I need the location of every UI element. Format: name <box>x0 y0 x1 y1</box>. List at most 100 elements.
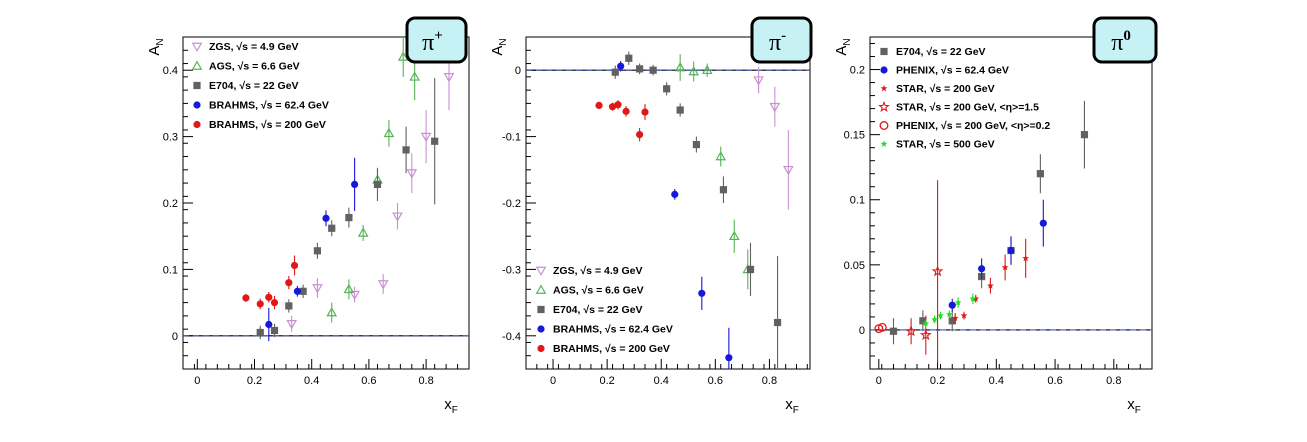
legend-label: STAR, √s = 200 GeV, <η>=1.5 <box>896 102 1039 114</box>
data-point <box>270 299 279 307</box>
legend-label: STAR, √s = 500 GeV <box>896 139 995 151</box>
legend-marker <box>537 344 545 353</box>
data-point <box>1039 219 1047 227</box>
data-point <box>286 320 298 330</box>
data-point <box>649 66 657 74</box>
data-point <box>688 66 700 76</box>
series-2 <box>326 37 420 323</box>
x-axis-title: xF <box>1127 396 1141 416</box>
x-tick-label: 0.4 <box>989 375 1004 387</box>
data-point <box>313 247 322 255</box>
x-tick-label: 0.6 <box>1047 375 1062 387</box>
series-4 <box>265 157 359 342</box>
data-point <box>409 71 420 81</box>
y-tick-label: 0.2 <box>850 65 865 77</box>
data-point <box>905 325 918 337</box>
particle-badge <box>1092 16 1158 64</box>
legend-marker <box>880 140 888 147</box>
particle-badge <box>405 16 468 64</box>
data-point <box>636 65 644 73</box>
data-point <box>698 289 706 297</box>
data-point <box>242 294 250 302</box>
data-point <box>972 295 980 302</box>
data-point <box>769 102 781 113</box>
y-tick-label: 0.2 <box>163 198 178 210</box>
data-point <box>443 73 455 83</box>
data-point <box>622 107 630 115</box>
legend-label: PHENIX, √s = 200 GeV, <η>=0.2 <box>896 120 1050 132</box>
series-1 <box>889 100 1089 345</box>
y-axis-title: AN <box>489 38 509 55</box>
data-point <box>919 328 932 341</box>
data-point <box>285 279 293 287</box>
legend-marker <box>537 305 545 314</box>
data-point <box>265 320 273 329</box>
data-point <box>397 51 409 61</box>
x-tick-label: 0.8 <box>762 375 777 387</box>
data-point <box>256 300 264 308</box>
data-point <box>392 212 403 222</box>
y-tick-label: 0.1 <box>163 264 178 276</box>
data-point <box>383 127 395 138</box>
legend-label: AGS, √s = 6.6 GeV <box>553 285 644 297</box>
chart-panel-3: 0 0.05 0.1 0.15 0.2 0 0.2 0.4 0.6 0.8 AN xF E704, √s… <box>833 16 1158 416</box>
legend-marker <box>879 121 889 130</box>
data-point <box>349 290 360 301</box>
data-point <box>431 137 439 145</box>
y-tick-label: 0 <box>515 65 521 77</box>
data-point <box>937 312 944 319</box>
data-point <box>922 319 930 327</box>
y-tick-label: 0.3 <box>163 132 178 144</box>
legend-marker <box>880 47 888 56</box>
data-point <box>256 328 264 337</box>
data-point <box>1001 263 1009 271</box>
data-point <box>293 287 301 295</box>
legend: ZGS, √s = 4.9 GeV AGS, √s = 6.6 GeV E704, … <box>191 41 329 131</box>
legend-marker <box>535 266 547 277</box>
data-point <box>345 214 353 222</box>
legend-marker <box>193 81 201 90</box>
data-point <box>719 186 728 194</box>
data-point <box>377 280 389 290</box>
legend-label: STAR, √s = 200 GeV <box>896 83 995 95</box>
y-tick-label: 0.1 <box>850 195 865 207</box>
data-point <box>312 284 323 294</box>
legend-marker <box>191 60 203 70</box>
data-point <box>420 132 432 143</box>
x-tick-label: 0 <box>876 375 882 387</box>
data-point <box>715 151 727 161</box>
data-point <box>402 146 410 154</box>
series-5 <box>242 255 299 310</box>
y-tick-label: 0.05 <box>844 260 865 272</box>
data-point <box>674 62 686 72</box>
series-3 <box>951 238 1030 324</box>
data-point <box>373 180 382 189</box>
series-5 <box>595 100 649 142</box>
data-point <box>948 317 956 325</box>
data-point <box>951 314 959 322</box>
x-tick-label: 0.6 <box>708 375 723 387</box>
y-axis-title: AN <box>833 38 853 55</box>
data-point <box>1007 246 1015 255</box>
series-2 <box>948 199 1047 312</box>
data-point <box>608 103 617 111</box>
series-2 <box>674 54 754 290</box>
data-point <box>877 322 887 332</box>
data-point <box>692 140 700 149</box>
data-point <box>1036 170 1044 178</box>
legend-label: BRAHMS, √s = 62.4 GeV <box>209 100 329 112</box>
data-point <box>978 265 986 273</box>
data-point <box>948 301 956 309</box>
data-point <box>746 265 755 273</box>
legend-label: BRAHMS, √s = 62.4 GeV <box>553 324 673 336</box>
data-point <box>343 283 355 294</box>
y-axis-title: AN <box>146 38 166 55</box>
data-point <box>945 310 953 318</box>
data-point <box>931 265 944 277</box>
data-point <box>701 64 713 75</box>
legend-label: E704, √s = 22 GeV <box>209 80 299 92</box>
y-tick-label: 0 <box>172 331 178 343</box>
legend-marker <box>193 120 201 129</box>
legend-label: BRAHMS, √s = 200 GeV <box>553 343 670 355</box>
